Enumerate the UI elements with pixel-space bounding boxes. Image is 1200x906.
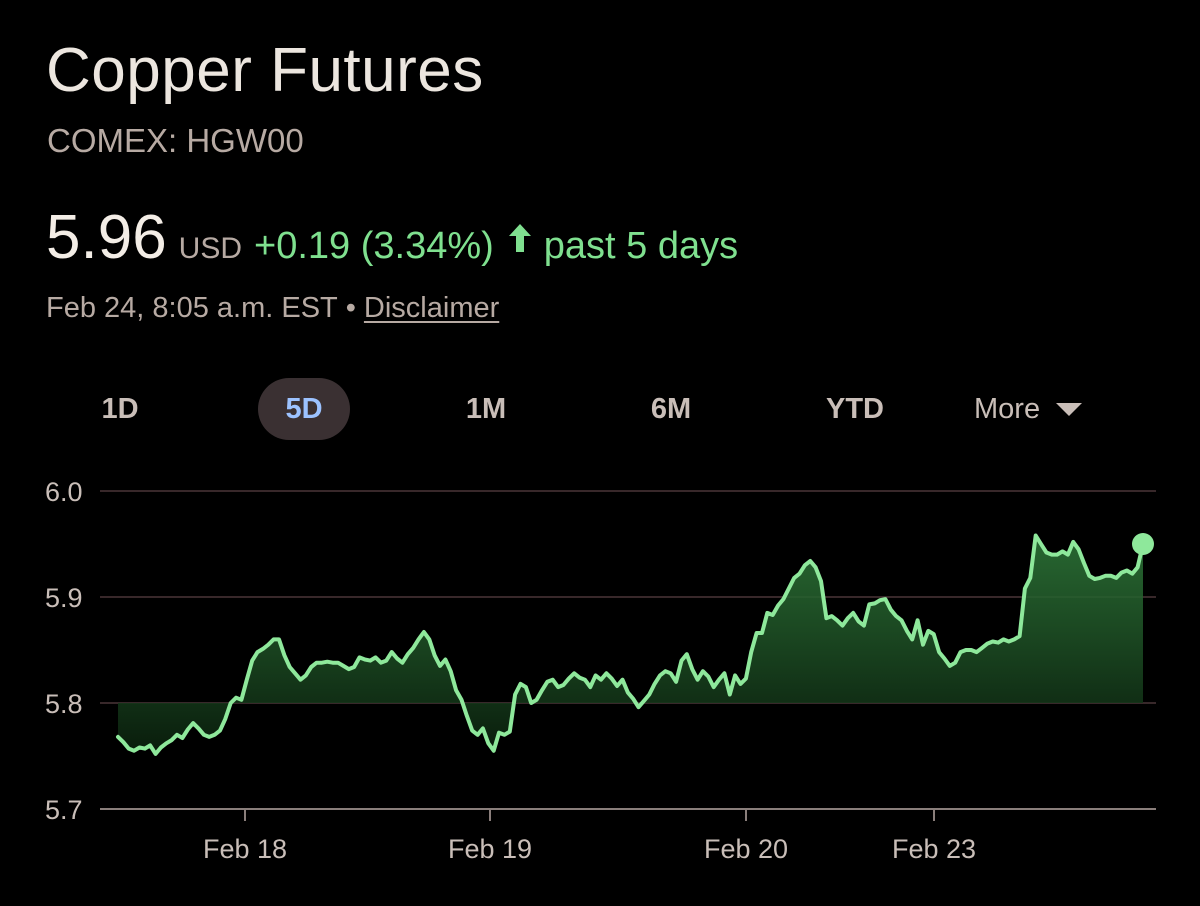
y-tick-label: 5.7 xyxy=(45,795,83,825)
timestamp: Feb 24, 8:05 a.m. EST xyxy=(46,292,338,324)
separator-dot: • xyxy=(345,292,356,324)
ticker-symbol: COMEX: HGW00 xyxy=(47,122,304,159)
range-tab-1d[interactable]: 1D xyxy=(101,393,139,425)
more-ranges-button[interactable]: More xyxy=(974,377,1083,440)
range-tab-5d[interactable]: 5D xyxy=(258,378,350,440)
x-tick-label: Feb 19 xyxy=(448,834,532,864)
disclaimer-link[interactable]: Disclaimer xyxy=(363,292,500,324)
currency-label: USD xyxy=(178,232,243,265)
x-tick-label: Feb 23 xyxy=(892,834,976,864)
change-period: past 5 days xyxy=(543,225,739,267)
price-change: +0.19 (3.34%) xyxy=(254,225,494,267)
caret-down-icon xyxy=(1056,377,1083,439)
y-tick-label: 6.0 xyxy=(45,477,83,507)
x-tick-label: Feb 20 xyxy=(704,834,788,864)
quote-meta: Feb 24, 8:05 a.m. EST • Disclaimer xyxy=(46,292,499,325)
y-tick-label: 5.8 xyxy=(45,689,83,719)
price-chart[interactable]: 5.7 5.8 5.9 6.0 Feb 18 Feb 19 Feb 20 Feb 23 xyxy=(0,470,1200,870)
current-price: 5.96 xyxy=(46,203,167,272)
range-tab-6m[interactable]: 6M xyxy=(650,393,692,425)
page-title: Copper Futures xyxy=(46,36,484,105)
last-price-marker xyxy=(1132,533,1154,555)
range-selector: 1D 5D 1M 6M YTD More xyxy=(0,378,1200,440)
y-tick-label: 5.9 xyxy=(45,583,83,613)
range-tab-1m[interactable]: 1M xyxy=(465,393,507,425)
more-label: More xyxy=(974,393,1041,425)
x-tick-label: Feb 18 xyxy=(203,834,287,864)
price-area xyxy=(118,535,1143,754)
arrow-up-icon xyxy=(508,223,532,258)
price-line xyxy=(116,533,1145,756)
price-row: 5.96 USD +0.19 (3.34%) past 5 days xyxy=(46,207,738,269)
range-tab-ytd[interactable]: YTD xyxy=(826,393,884,425)
